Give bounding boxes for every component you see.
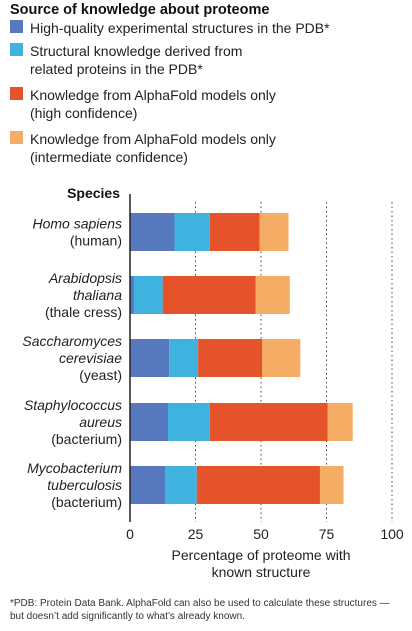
x-tick-label: 25 (188, 526, 204, 542)
category-label: (thale cress) (45, 304, 122, 320)
legend-label: High-quality experimental structures in … (30, 20, 330, 36)
x-tick-label: 100 (380, 526, 404, 542)
x-axis-label: Percentage of proteome with (172, 547, 351, 563)
bar-segment (319, 466, 344, 504)
x-tick-label: 0 (126, 526, 134, 542)
bar-segment (130, 276, 134, 314)
bar-segment (259, 213, 289, 251)
legend-label: Knowledge from AlphaFold models only (int… (30, 131, 276, 165)
category-label: Mycobacterium (27, 460, 122, 476)
bar-segment (162, 276, 256, 314)
category-header: Species (67, 185, 120, 201)
legend-title: Source of knowledge about proteome (10, 2, 270, 18)
legend-swatch (10, 131, 23, 144)
bar-segment (130, 466, 166, 504)
bar-segment (167, 403, 210, 441)
bar-segment (327, 403, 353, 441)
stacked-bar-chart: Species Homo sapiens(human) Arabidopsistha… (22, 185, 404, 580)
category-label: Homo sapiens (33, 216, 123, 232)
bar-segment (130, 213, 175, 251)
bar-segment (209, 213, 260, 251)
bar-segment (165, 466, 197, 504)
x-tick-label: 75 (319, 526, 335, 542)
category-label: (yeast) (79, 367, 122, 383)
bar-segment (174, 213, 210, 251)
legend-swatch (10, 43, 23, 56)
x-tick-label: 50 (253, 526, 269, 542)
bar-segment (209, 403, 328, 441)
category-label: (human) (70, 233, 122, 249)
category-label: Arabidopsis (48, 270, 122, 286)
footnote: *PDB: Protein Data Bank. AlphaFold can a… (10, 598, 390, 622)
bar-segment (169, 339, 199, 377)
legend-swatch (10, 87, 23, 100)
legend-label: Structural knowledge derived from related… (30, 43, 243, 77)
bar-segment (130, 339, 170, 377)
category-label: Staphylococcus (24, 397, 122, 413)
bar-segment (130, 403, 168, 441)
bar-segment (262, 339, 301, 377)
category-label: (bacterium) (51, 494, 122, 510)
category-label: cerevisiae (59, 350, 122, 366)
bar-segment (255, 276, 290, 314)
category-label: Saccharomyces (22, 333, 122, 349)
category-label: tuberculosis (47, 477, 122, 493)
category-label: aureus (79, 414, 122, 430)
bar-segment (133, 276, 163, 314)
category-label: thaliana (73, 287, 122, 303)
category-label: (bacterium) (51, 431, 122, 447)
legend-label: Knowledge from AlphaFold models only (hig… (30, 87, 276, 121)
legend-swatch (10, 20, 23, 33)
bar-segment (196, 466, 320, 504)
bar-segment (198, 339, 263, 377)
x-axis-label: known structure (212, 564, 311, 580)
